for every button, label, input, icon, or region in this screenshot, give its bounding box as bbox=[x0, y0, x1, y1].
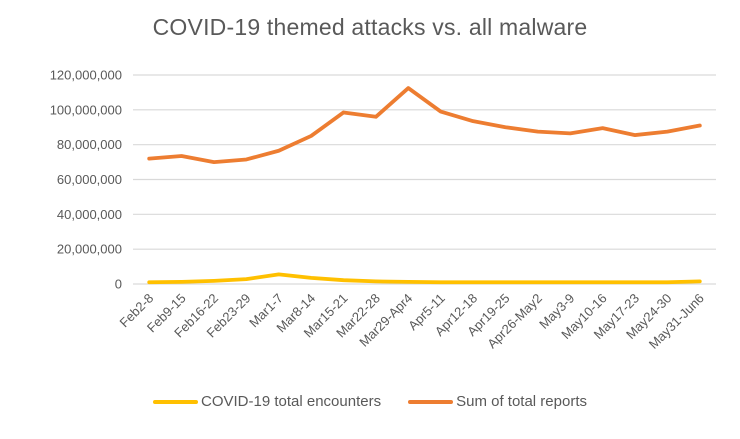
y-axis-tick-label: 60,000,000 bbox=[57, 172, 122, 187]
legend-item-total-reports: Sum of total reports bbox=[408, 393, 587, 410]
series-line-covid-encounters bbox=[147, 272, 702, 285]
y-axis-tick-label: 80,000,000 bbox=[57, 137, 122, 152]
legend-item-covid-encounters: COVID-19 total encounters bbox=[153, 393, 381, 410]
y-axis-tick-label: 120,000,000 bbox=[50, 68, 122, 83]
legend-label-covid-encounters: COVID-19 total encounters bbox=[201, 393, 382, 410]
legend-label-total-reports: Sum of total reports bbox=[456, 393, 587, 410]
legend-swatch-orange-line-icon bbox=[408, 399, 454, 404]
series-line-total-reports bbox=[147, 86, 702, 164]
y-axis-tick-label: 20,000,000 bbox=[57, 242, 122, 257]
y-axis-tick-label: 40,000,000 bbox=[57, 207, 122, 222]
chart-title: COVID-19 themed attacks vs. all malware bbox=[152, 14, 588, 40]
legend: COVID-19 total encounters Sum of total r… bbox=[0, 393, 740, 410]
y-axis-tick-label: 0 bbox=[115, 277, 122, 292]
y-axis-tick-label: 100,000,000 bbox=[50, 102, 122, 117]
legend-swatch-yellow-line-icon bbox=[153, 399, 198, 404]
